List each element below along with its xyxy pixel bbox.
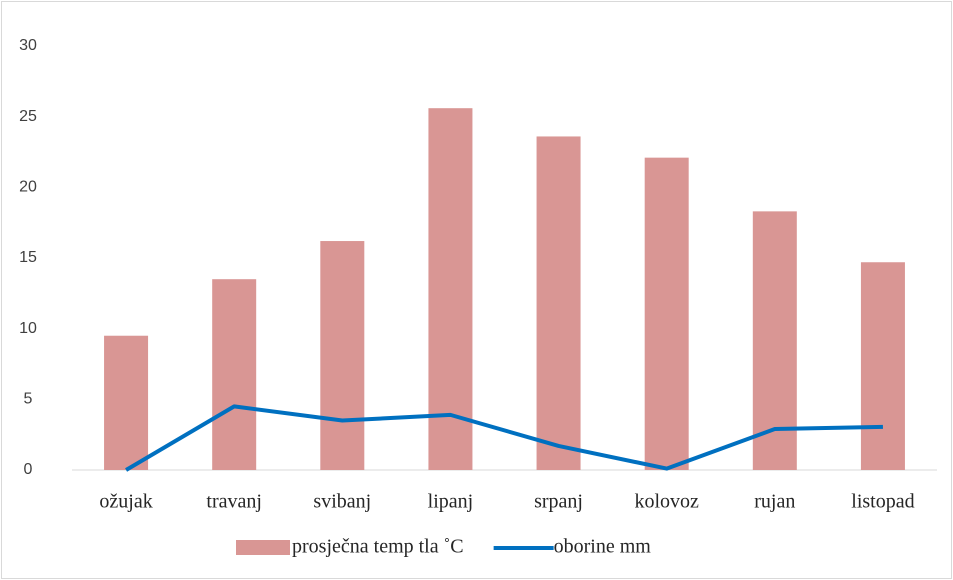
- bar: [644, 157, 689, 471]
- x-tick-label: rujan: [754, 491, 795, 513]
- legend-label: prosječna temp tla ˚C: [292, 536, 464, 558]
- y-tick-label: 10: [19, 320, 37, 337]
- x-tick-label: srpanj: [534, 491, 583, 513]
- line: [125, 404, 883, 472]
- bar: [860, 262, 905, 470]
- x-tick-label: ožujak: [99, 491, 152, 513]
- bar: [212, 279, 257, 470]
- bar: [752, 211, 797, 471]
- bar: [536, 136, 581, 470]
- x-tick-label: lipanj: [428, 491, 474, 513]
- legend-swatch: [236, 540, 290, 555]
- bar: [428, 108, 473, 470]
- legend-label: oborine mm: [554, 536, 652, 558]
- y-tick-label: 30: [19, 37, 37, 54]
- y-tick-label: 0: [24, 461, 33, 478]
- y-tick-label: 20: [19, 179, 37, 196]
- y-tick-label: 15: [19, 249, 37, 266]
- x-tick-label: kolovoz: [634, 491, 699, 513]
- x-tick-label: travanj: [206, 491, 262, 513]
- y-tick-label: 5: [24, 391, 33, 408]
- x-tick-label: listopad: [851, 491, 914, 513]
- bar: [104, 335, 149, 470]
- y-tick-label: 25: [19, 108, 37, 125]
- x-tick-label: svibanj: [313, 491, 371, 513]
- bar: [320, 241, 365, 470]
